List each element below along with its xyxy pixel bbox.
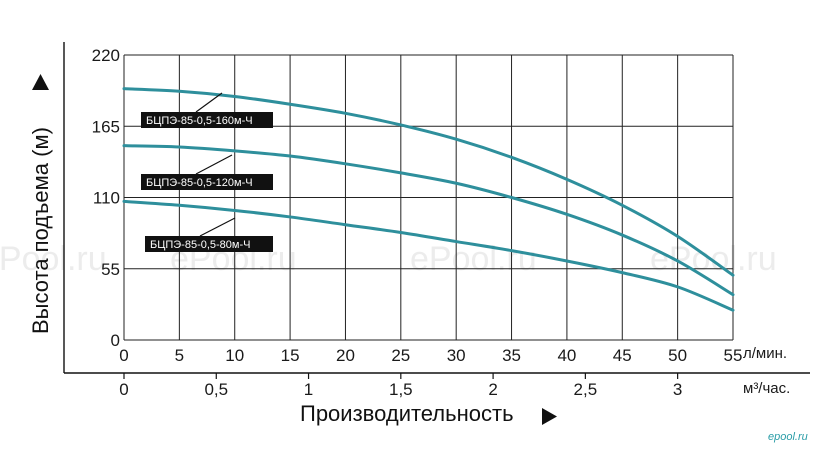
x-tick-label: 30 (447, 346, 466, 365)
series-label-text: БЦПЭ-85-0,5-80м-Ч (150, 239, 250, 251)
y-tick-label: 0 (111, 331, 120, 350)
series-label-box (145, 236, 273, 252)
x-tick-label: 15 (281, 346, 300, 365)
axes-frame (63, 42, 810, 379)
x-tick-label: 10 (225, 346, 244, 365)
x2-tick-label: 1 (304, 380, 313, 399)
series-label-box (141, 112, 273, 128)
x-tick-label: 25 (391, 346, 410, 365)
watermark-text: ePool.ru (0, 240, 107, 278)
x-axis-arrow-icon (542, 408, 557, 425)
series-label-text: БЦПЭ-85-0,5-120м-Ч (146, 177, 253, 189)
x2-tick-label: 3 (673, 380, 682, 399)
x2-tick-label: 2 (488, 380, 497, 399)
x-tick-label: 55 (724, 346, 743, 365)
watermark-layer: ePool.ru ePool.ru ePool.ru ePool.ru (0, 240, 777, 278)
x2-tick-label: 0 (119, 380, 128, 399)
watermark-text: ePool.ru (410, 240, 537, 278)
series-label-text: БЦПЭ-85-0,5-160м-Ч (146, 115, 253, 127)
x-axis-unit-primary: л/мин. (743, 345, 787, 362)
y-tick-label: 110 (93, 189, 120, 208)
x-tick-label: 35 (502, 346, 521, 365)
x2-tick-label: 1,5 (389, 380, 413, 399)
series-label-leader (195, 92, 223, 113)
grid (123, 54, 734, 341)
series-line (122, 87, 735, 277)
x-tick-label: 20 (336, 346, 355, 365)
y-axis-arrow-icon (32, 74, 49, 90)
x-tick-label: 40 (557, 346, 576, 365)
y-tick-label: 55 (101, 260, 120, 279)
x2-tick-label: 2,5 (574, 380, 598, 399)
y-tick-label: 165 (92, 117, 120, 136)
x-tick-label: 45 (613, 346, 632, 365)
tick-labels: 0 55 110 165 220 0 5 10 15 20 25 30 35 40 45 50 55 0 0,5 1 1… (92, 46, 743, 399)
x-tick-label: 0 (119, 346, 128, 365)
axis-titles: Высота подъема (м) Производительность л/… (28, 74, 790, 426)
series-line (122, 199, 735, 312)
brand-logo-text: epool.ru (768, 431, 808, 443)
x-tick-label: 5 (175, 346, 184, 365)
x-axis-title: Производительность (300, 401, 514, 426)
series-curves (122, 87, 735, 312)
series-label-box (141, 174, 273, 190)
x2-tick-label: 0,5 (204, 380, 228, 399)
x-axis-unit-secondary: м³/час. (743, 380, 790, 397)
series-labels: БЦПЭ-85-0,5-160м-Ч БЦПЭ-85-0,5-120м-Ч БЦПЭ… (141, 92, 273, 252)
series-line (122, 144, 735, 297)
series-label-leader (195, 154, 233, 175)
y-axis-title: Высота подъема (м) (28, 127, 53, 334)
watermark-text: ePool.ru (650, 240, 777, 278)
y-tick-label: 220 (92, 46, 120, 65)
series-label-leader (199, 217, 236, 237)
x-tick-label: 50 (668, 346, 687, 365)
